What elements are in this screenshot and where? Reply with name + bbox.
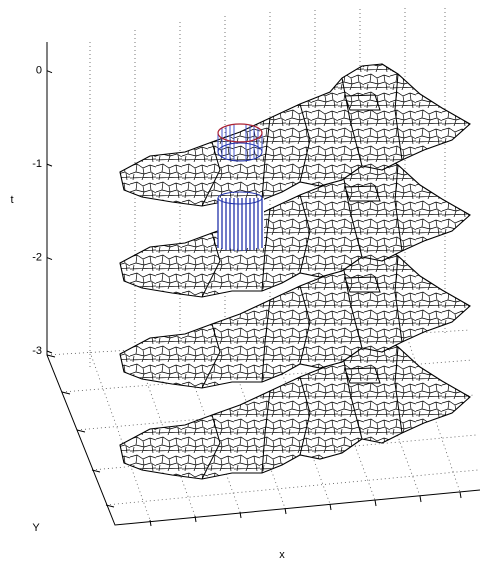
y-axis-label: Y	[32, 522, 40, 534]
z-tick	[47, 258, 52, 260]
z-tick	[47, 164, 52, 166]
z-tick	[47, 351, 52, 353]
z-tick-label: -3	[32, 345, 42, 357]
x-axis-label: x	[279, 549, 285, 561]
z-tick	[47, 71, 52, 73]
chart: t Y x 0 -1 -2 -3	[0, 0, 481, 563]
z-tick-label: -1	[32, 158, 42, 170]
z-tick-label: 0	[36, 65, 42, 77]
z-axis-label: t	[10, 194, 13, 206]
map-layers	[110, 55, 480, 488]
z-tick-label: -2	[32, 251, 42, 263]
